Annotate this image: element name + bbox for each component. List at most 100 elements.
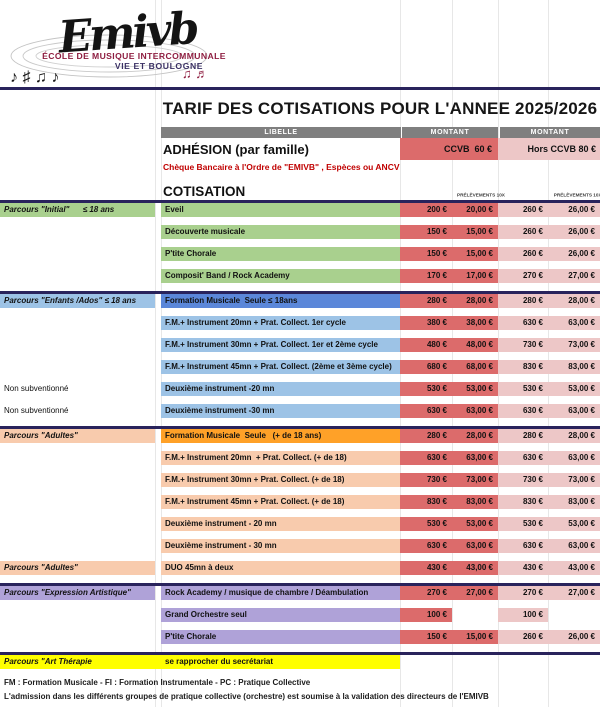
row-category-label [0,473,155,487]
footer-abbreviations: FM : Formation Musicale - FI : Formation… [4,678,311,687]
table-row: F.M.+ Instrument 20mn + Prat. Collect. 1… [0,316,600,330]
row-category-label: Parcours "Adultes" [0,561,155,575]
column-header-libelle: LIBELLE [161,127,401,138]
row-libelle: F.M.+ Instrument 45mn + Prat. Collect. (… [161,360,400,374]
footer: FM : Formation Musicale - FI : Formation… [0,677,600,702]
amount-ccvb [452,655,498,669]
row-category-label: Parcours "Adultes" [0,429,155,443]
table-row: Parcours "Initial" ≤ 18 ans Eveil 200 €20,… [0,203,600,217]
amount-ccvb: 83,00 € [452,495,498,509]
amount-ccvb [452,608,498,622]
row-libelle: Deuxième instrument -20 mn [161,382,400,396]
table-row: Parcours "Art Thérapie se rapprocher du s… [0,655,600,669]
amount-hors-ccvb: 280 € [498,429,548,443]
amount-hors-ccvb: 270 € [498,586,548,600]
amount-ccvb: 280 € [400,294,452,308]
table-row: F.M.+ Instrument 20mn + Prat. Collect. (… [0,451,600,465]
adhesion-hors-ccvb-amount: Hors CCVB 80 € [498,138,600,160]
row-libelle: F.M.+ Instrument 30mn + Prat. Collect. (… [161,473,400,487]
gridline [548,0,549,707]
amount-hors-ccvb: 260 € [498,247,548,261]
amount-hors-ccvb: 27,00 € [548,269,600,283]
amount-hors-ccvb: 28,00 € [548,294,600,308]
amount-ccvb: 150 € [400,247,452,261]
cotisation-section-title-row: COTISATION PRÉLÈVEMENTS 10X PRÉLÈVEMENTS… [0,182,600,200]
gridline [498,0,499,707]
cotisation-title: COTISATION [163,184,246,199]
row-category-label: Parcours "Art Thérapie [0,655,155,669]
amount-ccvb: 53,00 € [452,382,498,396]
row-category-label [0,338,155,352]
music-notes-icon: ♪ ♯ ♫ ♪ [10,69,59,86]
row-libelle: F.M.+ Instrument 30mn + Prat. Collect. 1… [161,338,400,352]
adhesion-label: ADHÉSION (par famille) [163,141,309,157]
amount-ccvb: 28,00 € [452,429,498,443]
row-libelle: F.M.+ Instrument 20mn + Prat. Collect. (… [161,451,400,465]
table-row: Deuxième instrument - 20 mn 530 €53,00 €5… [0,517,600,531]
amount-ccvb: 480 € [400,338,452,352]
row-category-label: Non subventionné [4,406,69,415]
column-header-montant-ccvb: MONTANT [402,127,498,138]
amount-ccvb: 630 € [400,404,452,418]
table-row: Deuxième instrument - 30 mn 630 €63,00 €6… [0,539,600,553]
footer-admission-note: L'admission dans les différents groupes … [4,692,489,701]
amount-hors-ccvb: 53,00 € [548,517,600,531]
amount-ccvb: 530 € [400,382,452,396]
row-libelle: Rock Academy / musique de chambre / Déam… [161,586,400,600]
amount-ccvb: 380 € [400,316,452,330]
amount-ccvb: 38,00 € [452,316,498,330]
amount-ccvb: 150 € [400,225,452,239]
amount-ccvb: 270 € [400,586,452,600]
row-category-label [0,495,155,509]
row-libelle: P'tite Chorale [161,247,400,261]
page-title: TARIF DES COTISATIONS POUR L'ANNEE 2025/… [162,98,598,118]
section-parcours-initial: Parcours "Initial" ≤ 18 ans Eveil 200 €20,… [0,200,600,283]
table-row: Parcours "Adultes" Formation Musicale Seu… [0,429,600,443]
table-row: Composit' Band / Rock Academy 170 €17,00 … [0,269,600,283]
title-band: TARIF DES COTISATIONS POUR L'ANNEE 2025/… [0,90,600,127]
amount-ccvb: 530 € [400,517,452,531]
amount-hors-ccvb [548,655,600,669]
amount-ccvb: 15,00 € [452,630,498,644]
amount-ccvb: 43,00 € [452,561,498,575]
amount-hors-ccvb: 43,00 € [548,561,600,575]
amount-ccvb: 27,00 € [452,586,498,600]
amount-ccvb: 630 € [400,539,452,553]
table-row: F.M.+ Instrument 45mn + Prat. Collect. (… [0,495,600,509]
amount-ccvb: 200 € [400,203,452,217]
amount-hors-ccvb: 27,00 € [548,586,600,600]
row-category-label [0,269,155,283]
column-header-montant-hors-ccvb: MONTANT [500,127,600,138]
amount-ccvb [400,655,452,669]
amount-ccvb: 280 € [400,429,452,443]
row-libelle: F.M.+ Instrument 20mn + Prat. Collect. 1… [161,316,400,330]
column-gap [155,655,161,669]
table-row: Non subventionné Deuxième instrument -30 … [0,404,600,418]
row-libelle: Deuxième instrument -30 mn [161,404,400,418]
amount-hors-ccvb: 63,00 € [548,404,600,418]
amount-ccvb: 680 € [400,360,452,374]
amount-ccvb: 28,00 € [452,294,498,308]
gridline [161,0,162,707]
logo-script-text: Emivb [55,3,200,64]
music-notes-maroon-icon: ♫ ♬ [182,66,208,81]
row-libelle: Formation Musicale Seule (+ de 18 ans) [161,429,400,443]
table-row: Non subventionné Deuxième instrument -20 … [0,382,600,396]
row-libelle: P'tite Chorale [161,630,400,644]
table-row: Parcours "Adultes" DUO 45mn à deux 430 €43… [0,561,600,575]
gridline [400,0,401,707]
amount-ccvb: 15,00 € [452,225,498,239]
amount-hors-ccvb: 730 € [498,473,548,487]
amount-hors-ccvb: 53,00 € [548,382,600,396]
row-libelle: Deuxième instrument - 20 mn [161,517,400,531]
row-category-label [0,517,155,531]
amount-hors-ccvb: 26,00 € [548,225,600,239]
logo-line2: VIE ET BOULOGNE [115,61,203,71]
row-libelle: DUO 45mn à deux [161,561,400,575]
amount-ccvb: 63,00 € [452,451,498,465]
section-parcours-enfants-ados: Parcours "Enfants /Ados" ≤ 18 ans Formati… [0,291,600,418]
amount-hors-ccvb: 830 € [498,495,548,509]
amount-ccvb: 63,00 € [452,539,498,553]
amount-hors-ccvb: 28,00 € [548,429,600,443]
